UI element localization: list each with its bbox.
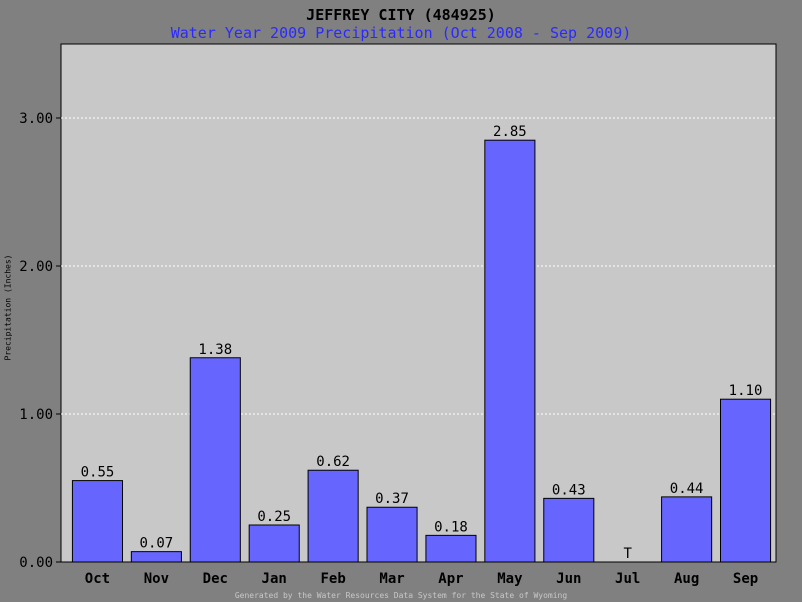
data-label: 1.38 — [198, 342, 232, 358]
x-tick-label: Jan — [262, 571, 287, 587]
data-label: 1.10 — [729, 383, 763, 399]
chart-subtitle: Water Year 2009 Precipitation (Oct 2008 … — [170, 24, 632, 42]
data-label: 0.25 — [257, 509, 291, 525]
x-tick-label: Dec — [203, 571, 228, 587]
bar — [720, 398, 772, 563]
x-tick-label: Feb — [320, 571, 345, 587]
plot-area — [60, 43, 777, 563]
x-tick-label: Aug — [674, 571, 699, 587]
data-label: T — [623, 546, 632, 562]
y-tick-label: 2.00 — [19, 259, 53, 275]
bar — [189, 357, 241, 563]
x-tick-label: Jul — [615, 571, 640, 587]
data-label: 0.44 — [670, 481, 704, 497]
chart-title: JEFFREY CITY (484925) — [306, 6, 496, 24]
x-tick-label: Jun — [556, 571, 581, 587]
bar — [425, 534, 477, 563]
data-label: 0.37 — [375, 491, 409, 507]
data-label: 0.55 — [81, 465, 115, 481]
data-label: 0.07 — [140, 536, 174, 552]
y-tick-label: 1.00 — [19, 407, 53, 423]
bar — [366, 506, 418, 563]
bar — [307, 469, 359, 563]
y-tick-label: 3.00 — [19, 111, 53, 127]
data-label: 2.85 — [493, 124, 527, 140]
bar — [484, 139, 536, 563]
data-label: 0.43 — [552, 482, 586, 498]
x-tick-label: Mar — [379, 571, 404, 587]
x-tick-label: Oct — [85, 571, 110, 587]
y-tick-label: 0.00 — [19, 555, 53, 571]
data-label: 0.62 — [316, 454, 350, 470]
x-tick-label: May — [497, 571, 523, 587]
x-tick-label: Nov — [144, 571, 169, 587]
bar — [661, 496, 713, 563]
bar — [248, 524, 300, 563]
x-tick-label: Apr — [438, 571, 463, 587]
x-tick-label: Sep — [733, 571, 758, 587]
bar — [130, 551, 182, 563]
data-label: 0.18 — [434, 519, 468, 535]
bar — [71, 480, 123, 563]
footer-credit: Generated by the Water Resources Data Sy… — [234, 591, 568, 600]
bar — [543, 497, 595, 563]
